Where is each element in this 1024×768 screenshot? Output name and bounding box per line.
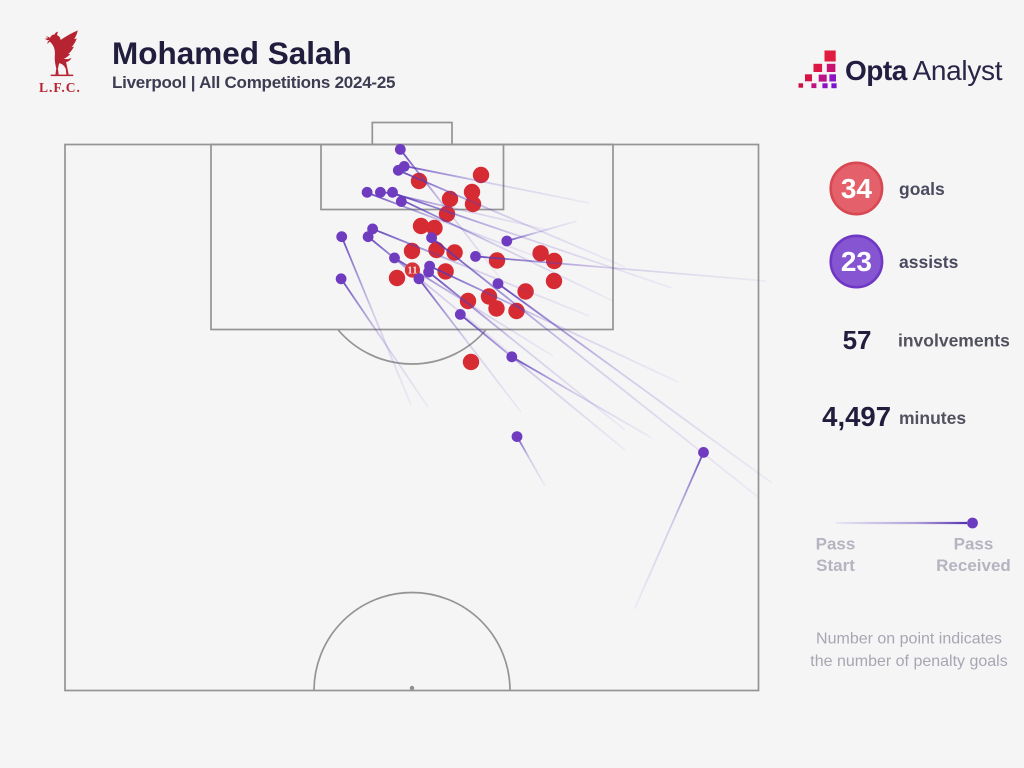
svg-text:34: 34: [841, 173, 873, 204]
svg-text:Number on point indicates: Number on point indicates: [816, 631, 1002, 648]
svg-text:L.F.C.: L.F.C.: [39, 80, 81, 95]
svg-text:Start: Start: [816, 556, 855, 575]
svg-text:Liverpool | All Competitions 2: Liverpool | All Competitions 2024-25: [112, 73, 395, 92]
svg-text:involvements: involvements: [898, 331, 1010, 351]
svg-text:assists: assists: [899, 252, 959, 272]
svg-text:minutes: minutes: [899, 408, 966, 428]
svg-text:Mohamed Salah: Mohamed Salah: [112, 35, 352, 71]
svg-text:Received: Received: [936, 556, 1011, 575]
svg-text:goals: goals: [899, 179, 945, 199]
svg-text:4,497: 4,497: [822, 401, 891, 432]
svg-text:Pass: Pass: [954, 535, 994, 554]
svg-text:Opta: Opta: [845, 55, 908, 86]
svg-text:57: 57: [843, 325, 872, 355]
svg-text:Analyst: Analyst: [913, 55, 1003, 86]
svg-text:Pass: Pass: [816, 535, 856, 554]
svg-text:11: 11: [407, 264, 417, 276]
svg-text:23: 23: [841, 246, 872, 277]
svg-text:the number of penalty goals: the number of penalty goals: [810, 653, 1007, 670]
